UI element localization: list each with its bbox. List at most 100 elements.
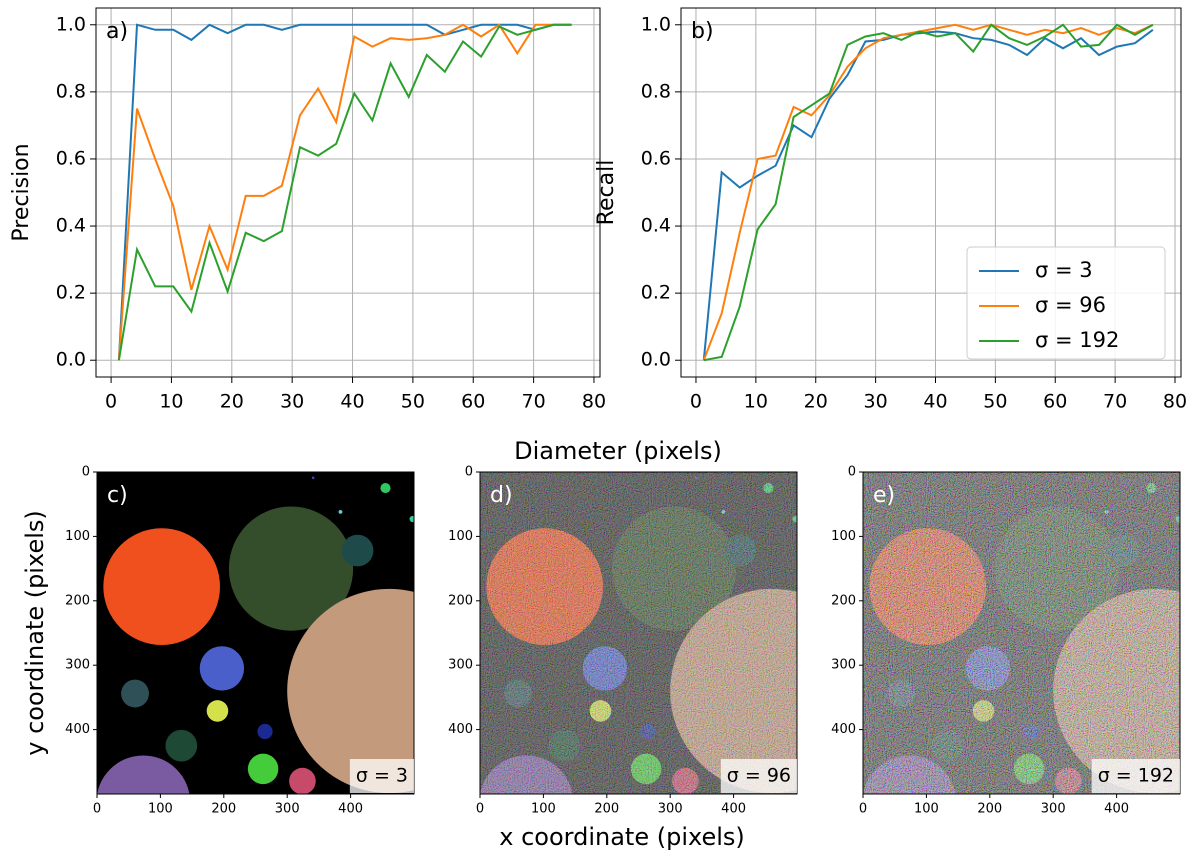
x-axis-label: Diameter (pixels): [514, 437, 722, 465]
circle: [409, 515, 414, 523]
circle: [165, 729, 198, 762]
x-tick-label: 60: [461, 391, 485, 413]
x-tick-label: 300: [658, 802, 683, 817]
y-tick-label: 0.2: [641, 282, 671, 304]
x-tick-label: 200: [977, 802, 1002, 817]
image-area: [863, 472, 1180, 794]
circle: [287, 588, 414, 794]
circle: [97, 755, 190, 794]
line-series: [117, 23, 572, 361]
axes-frame: [95, 7, 601, 378]
annotation-box: [720, 759, 797, 793]
noise-overlay: [480, 472, 797, 794]
x-tick-label: 400: [721, 802, 746, 817]
panel-label: a): [106, 19, 128, 44]
circle: [103, 528, 220, 645]
y-tick-label: 400: [65, 722, 90, 737]
x-tick-label: 10: [159, 391, 183, 413]
legend-label: σ = 96: [1035, 293, 1106, 317]
circle: [311, 476, 315, 480]
circle: [228, 506, 354, 631]
y-tick-label: 0.0: [641, 349, 671, 371]
y-tick-label: 0.4: [56, 215, 86, 237]
x-tick-label: 40: [923, 391, 947, 413]
x-tick-label: 70: [1103, 391, 1127, 413]
y-axis-label: Precision: [9, 143, 34, 241]
annotation-box: [349, 759, 414, 793]
x-tick-label: 10: [744, 391, 768, 413]
circle: [289, 767, 316, 794]
y-tick-label: 100: [448, 529, 473, 544]
y-tick-label: 300: [65, 658, 90, 673]
x-tick-label: 400: [338, 802, 363, 817]
image-area: [480, 472, 797, 794]
circle: [341, 534, 374, 567]
y-tick-label: 0.6: [56, 147, 86, 169]
x-tick-label: 80: [1163, 391, 1187, 413]
panel-label: e): [873, 483, 895, 508]
circle: [257, 723, 273, 740]
annotation-box: [1091, 759, 1180, 793]
y-tick-label: 400: [448, 722, 473, 737]
legend-box: [966, 246, 1166, 360]
x-axis-label: x coordinate (pixels): [499, 823, 745, 851]
x-tick-label: 70: [522, 391, 546, 413]
panel-label: c): [107, 483, 128, 508]
y-tick-label: 300: [448, 658, 473, 673]
y-axis-label: y coordinate (pixels): [21, 510, 49, 756]
panel-label: b): [691, 19, 714, 44]
x-tick-label: 0: [859, 802, 867, 817]
axes-frame: [479, 471, 798, 795]
x-tick-label: 30: [864, 391, 888, 413]
y-tick-label: 1.0: [641, 13, 671, 35]
axes-frame: [862, 471, 1181, 795]
y-tick-label: 300: [831, 658, 856, 673]
line-series: [117, 23, 572, 361]
x-tick-label: 100: [148, 802, 173, 817]
y-tick-label: 100: [831, 529, 856, 544]
axes-frame: [96, 471, 415, 795]
x-tick-label: 0: [690, 391, 702, 413]
circle: [121, 679, 149, 708]
y-tick-label: 400: [831, 722, 856, 737]
noise-annotation: σ = 96: [727, 765, 791, 787]
y-tick-label: 0: [465, 465, 473, 480]
x-tick-label: 0: [105, 391, 117, 413]
x-tick-label: 300: [1041, 802, 1066, 817]
y-tick-label: 100: [65, 529, 90, 544]
y-tick-label: 0: [848, 465, 856, 480]
legend-label: σ = 192: [1035, 328, 1119, 352]
x-tick-label: 20: [220, 391, 244, 413]
circle: [338, 510, 343, 514]
x-tick-label: 0: [476, 802, 484, 817]
circle: [199, 646, 245, 691]
x-tick-label: 200: [594, 802, 619, 817]
image-area: [97, 472, 414, 794]
line-series: [702, 28, 1154, 361]
y-tick-label: 0.0: [56, 349, 86, 371]
noise-annotation: σ = 192: [1098, 765, 1174, 787]
y-tick-label: 0.8: [641, 80, 671, 102]
noise-annotation: σ = 3: [356, 765, 408, 787]
x-tick-label: 50: [983, 391, 1007, 413]
x-tick-label: 300: [275, 802, 300, 817]
x-tick-label: 60: [1043, 391, 1067, 413]
y-tick-label: 0: [82, 465, 90, 480]
circle: [247, 753, 279, 785]
x-tick-label: 30: [280, 391, 304, 413]
y-tick-label: 0.4: [641, 215, 671, 237]
line-series: [702, 23, 1154, 361]
x-tick-label: 0: [93, 802, 101, 817]
circle: [380, 483, 391, 494]
circle: [206, 700, 229, 722]
x-tick-label: 40: [340, 391, 364, 413]
x-tick-label: 100: [914, 802, 939, 817]
y-tick-label: 200: [65, 593, 90, 608]
x-tick-label: 200: [211, 802, 236, 817]
x-tick-label: 80: [582, 391, 606, 413]
legend-label: σ = 3: [1035, 258, 1093, 282]
y-axis-label: Recall: [594, 160, 619, 226]
axes-frame: [680, 7, 1182, 378]
